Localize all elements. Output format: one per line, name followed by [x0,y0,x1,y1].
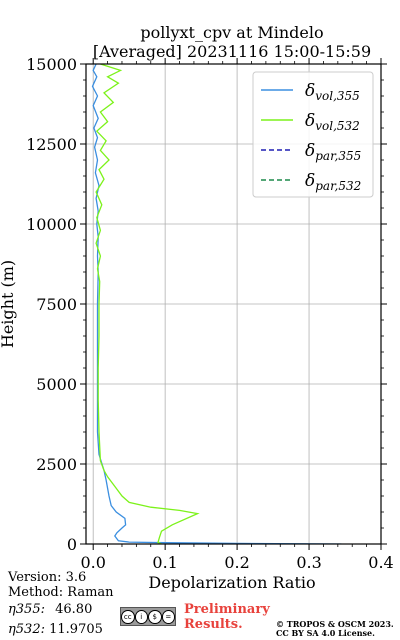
x-tick-label: 0.2 [224,553,249,572]
depolarization-chart: pollyxt_cpv at Mindelo [Averaged] 202311… [0,23,394,592]
eta532-value: 11.9705 [49,622,103,637]
eta355-label: η355: [8,602,45,617]
eta355-row: η355: 46.80 [8,602,92,617]
x-tick-label: 0.4 [368,553,393,572]
copyright-line1: © TROPOS & OSCM 2023. [276,619,394,629]
chart-title-line2: [Averaged] 20231116 15:00-15:59 [93,42,371,61]
legend-box [252,71,374,198]
series-lines [91,64,342,544]
preliminary-line1: Preliminary [184,602,270,617]
eta355-value: 46.80 [55,602,93,617]
y-tick-label: 10000 [26,215,77,234]
y-axis-label: Height (m) [0,260,17,348]
chart-title-line1: pollyxt_cpv at Mindelo [140,23,323,42]
series-line-1 [95,64,200,544]
y-tick-label: 7500 [36,295,77,314]
y-tick-label: 0 [67,535,77,554]
y-tick-label: 15000 [26,55,77,74]
copyright-note: © TROPOS & OSCM 2023. CC BY SA 4.0 Licen… [276,620,394,638]
cc-icon: cc [121,609,135,624]
plot-frame [85,63,382,545]
x-tick-label: 0.3 [296,553,321,572]
eta532-row: η532: 11.9705 [8,622,103,637]
legend: δvol,355 δvol,532 δpar,355 δpar,532 [252,71,374,198]
y-tick-label: 12500 [26,135,77,154]
version-text: Version: 3.6 [8,570,87,585]
nc-icon: $ [148,609,162,624]
y-tick-label: 5000 [36,375,77,394]
copyright-line2: CC BY SA 4.0 License. [276,628,375,638]
cc-license-icon: cc i $ = [120,607,176,626]
legend-label-3: δpar,532 [305,171,361,193]
preliminary-results-note: Preliminary Results. [184,602,270,632]
x-tick-label: 0.1 [152,553,177,572]
legend-label-1: δvol,532 [305,111,360,133]
series-line-0 [91,64,342,544]
method-text: Method: Raman [8,585,114,600]
eta532-label: η532: [8,622,45,637]
by-icon: i [134,609,148,624]
sa-icon: = [161,609,175,624]
x-axis-label: Depolarization Ratio [148,573,315,592]
legend-label-2: δpar,355 [305,141,361,163]
legend-label-0: δvol,355 [305,81,360,103]
y-tick-label: 2500 [36,455,77,474]
preliminary-line2: Results. [184,617,243,632]
axis-ticks: 0.0 0.1 0.2 0.3 0.4 0 2500 5000 7500 10000 12500 15… [26,55,394,572]
x-tick-label: 0.0 [80,553,105,572]
